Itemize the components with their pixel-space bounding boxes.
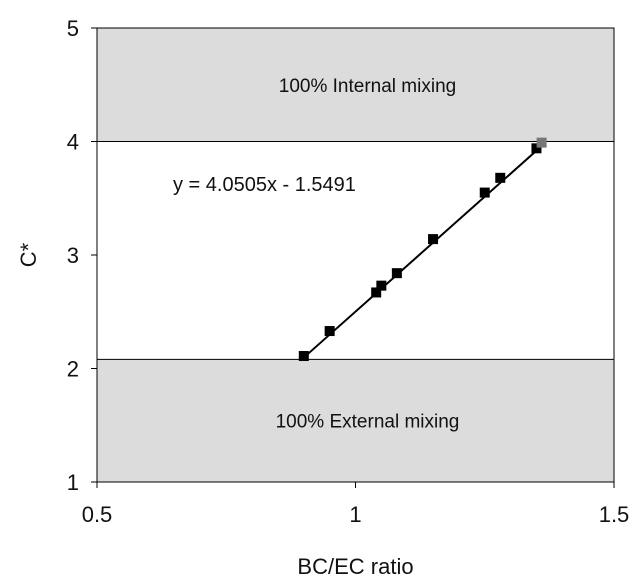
data-point — [298, 351, 309, 362]
data-point — [376, 280, 387, 291]
data-point — [371, 287, 382, 298]
x-tick-label: 1.5 — [599, 502, 630, 527]
y-axis-title: C* — [16, 242, 41, 267]
y-axis-ticks: 1 2 3 4 5 — [67, 16, 97, 495]
region-label: 100% Internal mixing — [279, 76, 456, 97]
region-label: 100% External mixing — [276, 412, 460, 433]
x-axis-ticks: 0.5 1 1.5 — [82, 482, 630, 527]
mixing-regions — [97, 28, 614, 482]
region-band-external — [97, 359, 614, 482]
y-tick-label: 1 — [67, 470, 79, 495]
data-point — [495, 172, 506, 183]
data-point — [391, 268, 402, 279]
y-tick-label: 3 — [67, 243, 79, 268]
x-tick-label: 1 — [349, 502, 361, 527]
data-point — [479, 187, 490, 198]
x-tick-label: 0.5 — [82, 502, 113, 527]
region-labels: 100% Internal mixing 100% External mixing — [276, 76, 460, 433]
y-tick-label: 2 — [67, 357, 79, 382]
data-point — [536, 137, 547, 148]
trendline-equation: y = 4.0505x - 1.5491 — [173, 174, 356, 196]
data-points — [298, 137, 547, 362]
x-axis-title: BC/EC ratio — [297, 554, 413, 579]
region-band-internal — [97, 28, 614, 142]
data-point — [324, 326, 335, 337]
region-boundaries — [97, 141, 614, 360]
y-tick-label: 5 — [67, 16, 79, 41]
data-point — [531, 143, 542, 154]
y-tick-label: 4 — [67, 130, 79, 155]
data-point — [428, 234, 439, 245]
